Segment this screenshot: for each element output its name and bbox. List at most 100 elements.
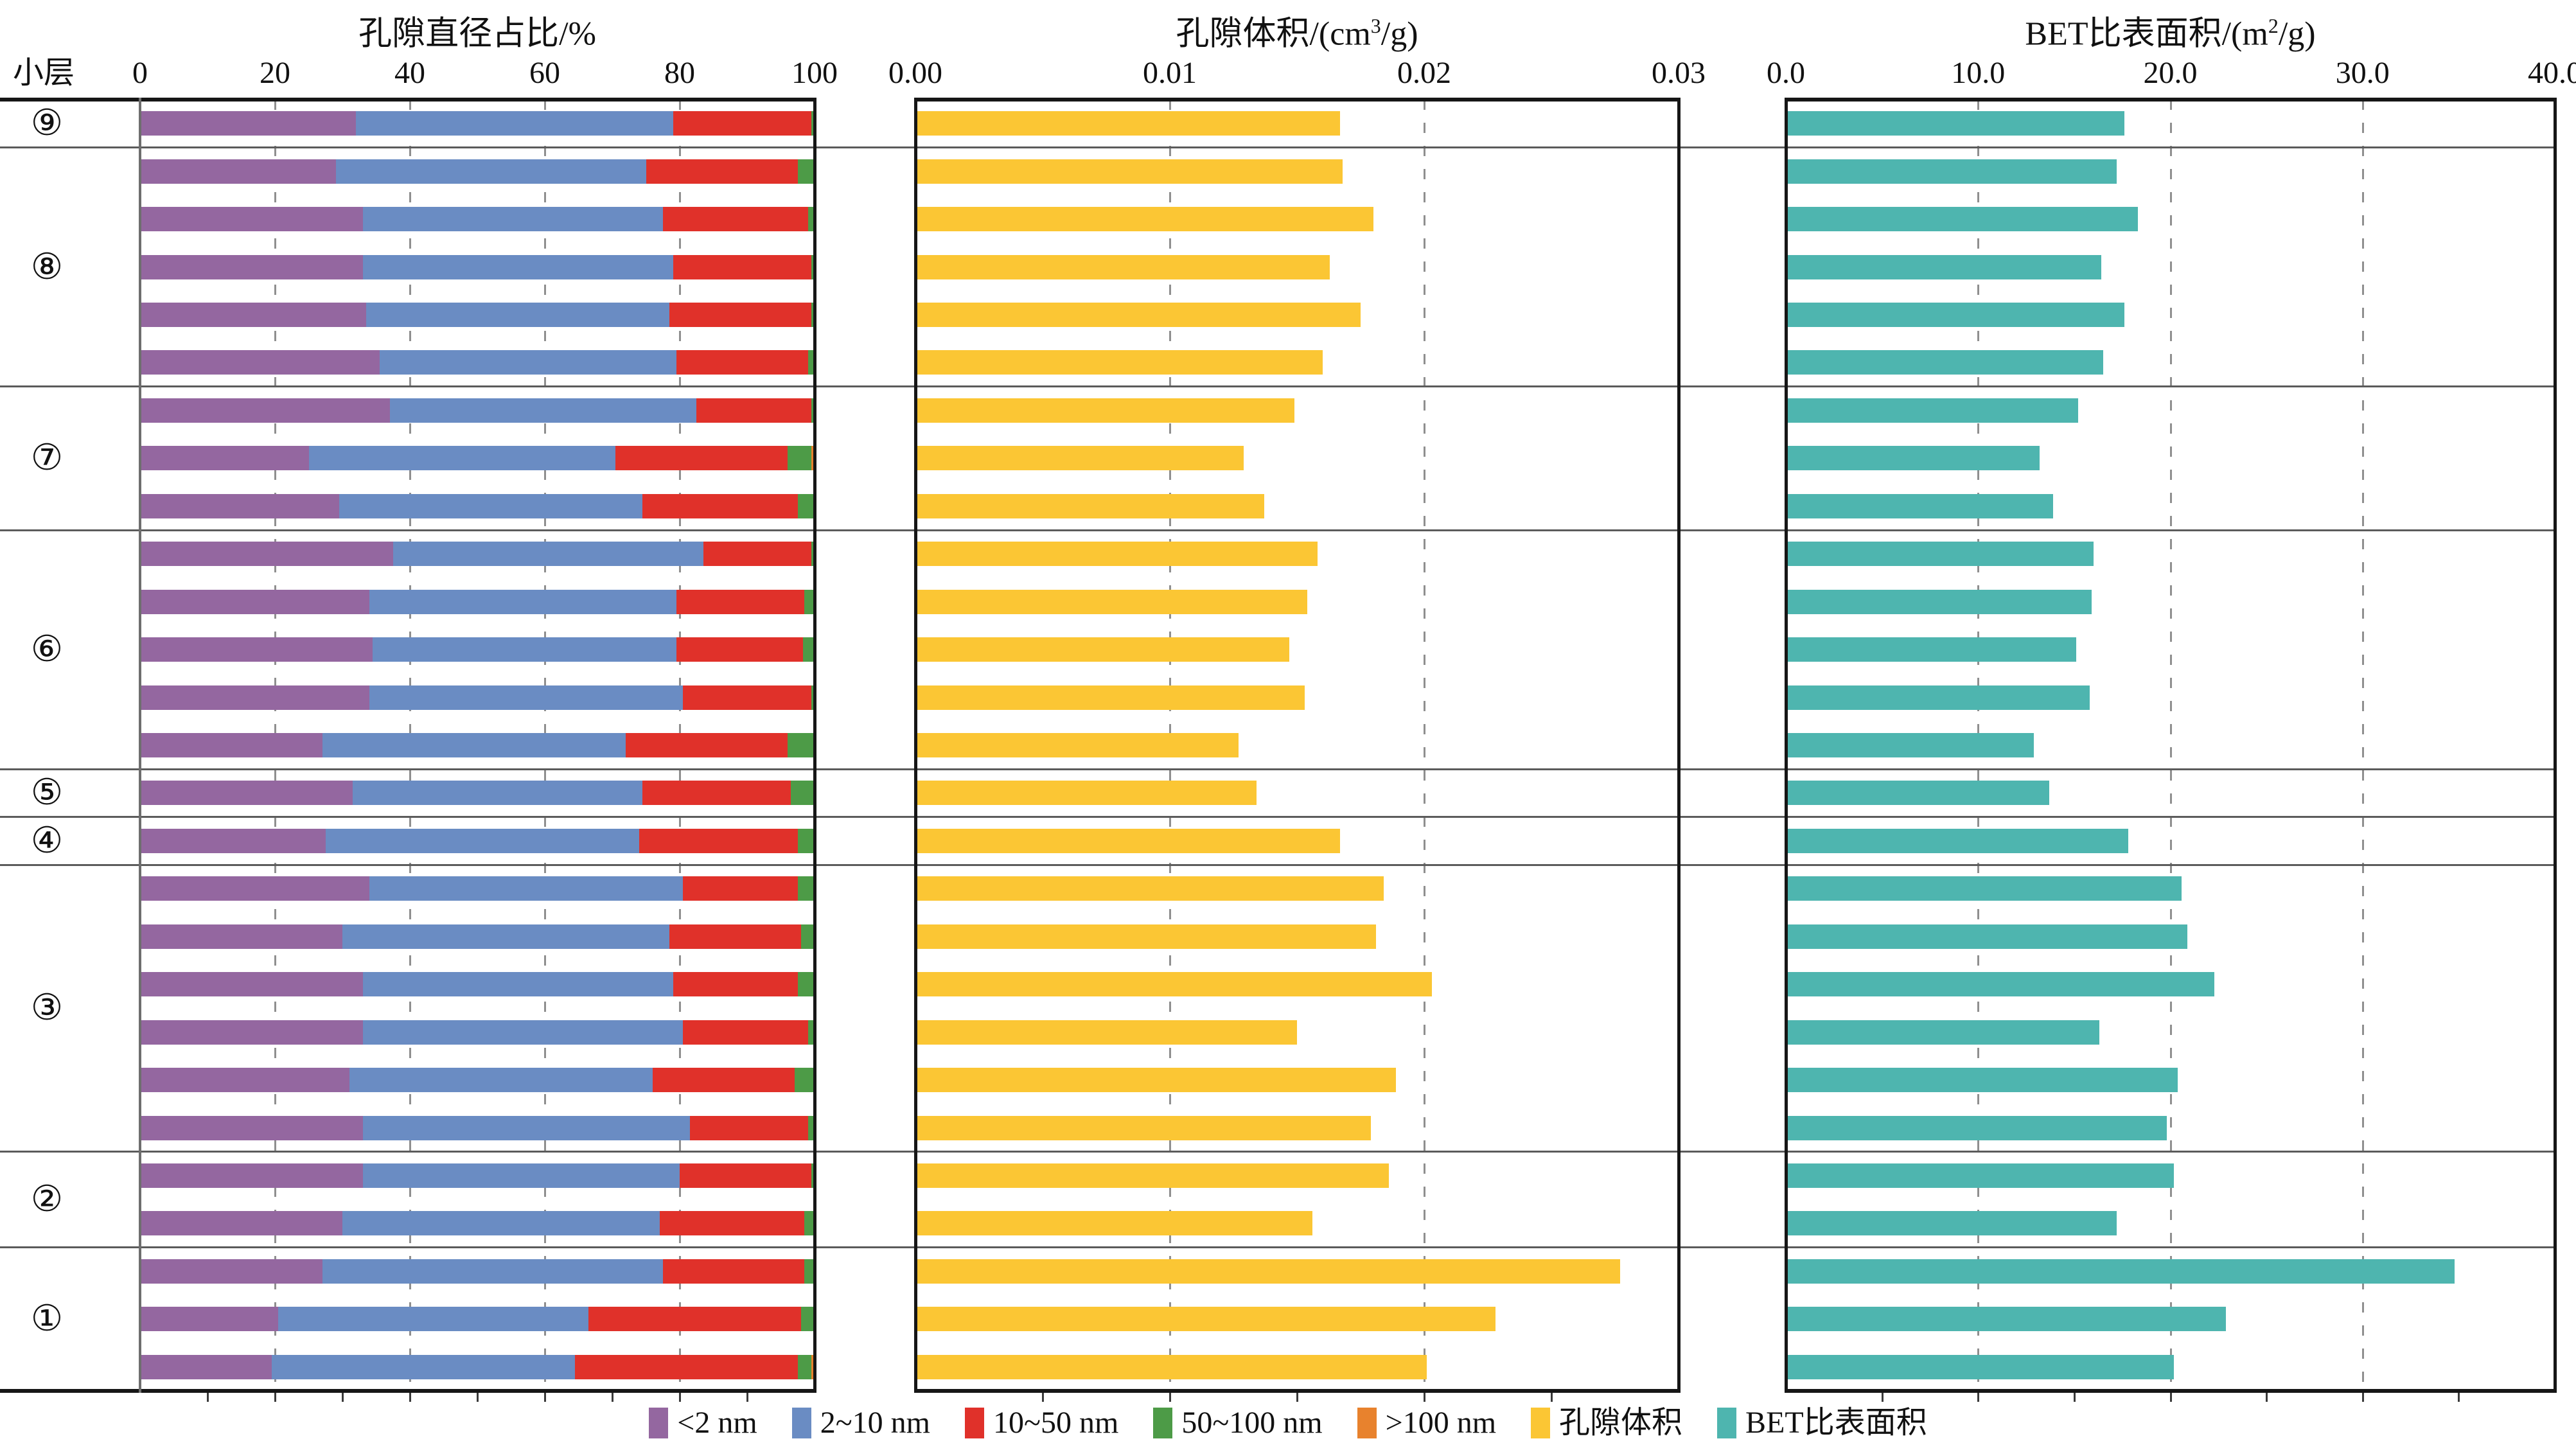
pore-volume-bar	[915, 1259, 1620, 1284]
bet-surface-area-bar	[1786, 1211, 2117, 1236]
segment-lt2nm	[140, 254, 363, 279]
pore-diameter-percent-bottom-tick	[679, 1393, 681, 1402]
segment-lt2nm	[140, 972, 363, 997]
bet-surface-area-bar	[1786, 1115, 2167, 1140]
segment-n2to10	[362, 972, 673, 997]
segment-n10to50	[626, 733, 788, 757]
group-separator-line	[0, 146, 2555, 148]
segment-n50to100	[797, 1354, 811, 1379]
panel3-left-border	[1784, 98, 1788, 1393]
pore-volume-bottom-tick	[1551, 1393, 1553, 1402]
segment-n10to50	[680, 1163, 811, 1188]
panel2-left-border	[913, 98, 917, 1393]
pore-diameter-stacked-bar	[140, 542, 815, 567]
segment-n10to50	[669, 303, 811, 327]
pore-diameter-percent-tick-label: 80	[664, 56, 695, 90]
pore-volume-bar	[915, 446, 1244, 471]
segment-lt2nm	[140, 1259, 322, 1284]
segment-n50to100	[811, 542, 815, 567]
pore-diameter-stacked-bar	[140, 1068, 815, 1093]
bet-surface-area-bar	[1786, 733, 2034, 757]
segment-n2to10	[362, 1163, 680, 1188]
segment-lt2nm	[140, 159, 336, 184]
pore-volume-bar	[915, 589, 1307, 614]
sublayer-group-label: ①	[30, 1298, 64, 1340]
panel1-right-border	[813, 98, 816, 1393]
pore-diameter-stacked-bar	[140, 1354, 815, 1379]
bet-surface-area-bar	[1786, 1259, 2455, 1284]
segment-lt2nm	[140, 111, 356, 136]
segment-n50to100	[797, 876, 815, 901]
bet-surface-area-bar	[1786, 1163, 2175, 1188]
segment-n10to50	[683, 1020, 808, 1045]
pore-volume-bar	[915, 1354, 1427, 1379]
pore-diameter-stacked-bar	[140, 685, 815, 710]
legend-swatch-n2to10	[791, 1408, 811, 1438]
pore-diameter-stacked-bar	[140, 876, 815, 901]
segment-lt2nm	[140, 828, 326, 853]
segment-n50to100	[804, 589, 815, 614]
pore-diameter-percent-tick-label: 40	[394, 56, 425, 90]
bet-surface-area-bottom-tick	[2458, 1393, 2460, 1402]
bet-surface-area-bottom-tick	[1977, 1393, 1980, 1402]
pore-diameter-percent-bottom-tick	[342, 1393, 344, 1402]
pore-diameter-percent-bottom-tick	[746, 1393, 748, 1402]
segment-n10to50	[588, 1307, 801, 1332]
segment-n10to50	[615, 446, 788, 471]
panel-top-border	[1786, 98, 2555, 102]
pore-diameter-stacked-bar	[140, 254, 815, 279]
pore-diameter-stacked-bar	[140, 207, 815, 232]
segment-gt100	[811, 1354, 815, 1379]
segment-n50to100	[811, 1163, 815, 1188]
segment-lt2nm	[140, 493, 339, 518]
segment-n2to10	[369, 685, 684, 710]
pore-diameter-percent-tick-label: 20	[260, 56, 290, 90]
bet-surface-area-bar	[1786, 972, 2215, 997]
segment-n2to10	[366, 303, 670, 327]
pore-volume-bar	[915, 637, 1290, 662]
pore-volume-bar	[915, 1020, 1297, 1045]
bet-surface-area-tick-label: 30.0	[2335, 56, 2390, 90]
segment-n2to10	[278, 1307, 589, 1332]
segment-n50to100	[807, 1115, 815, 1140]
pore-volume-bar	[915, 1068, 1397, 1093]
pore-diameter-percent-title: 孔隙直径占比/%	[358, 5, 596, 52]
legend-swatch-pore_volume	[1531, 1408, 1551, 1438]
segment-lt2nm	[140, 685, 369, 710]
segment-n50to100	[807, 207, 815, 232]
pore-volume-bar	[915, 972, 1432, 997]
pore-diameter-stacked-bar	[140, 493, 815, 518]
group-separator-line	[0, 816, 2555, 818]
segment-n10to50	[683, 685, 811, 710]
segment-n10to50	[689, 1115, 808, 1140]
segment-n2to10	[362, 1115, 690, 1140]
pore-diameter-stacked-bar	[140, 781, 815, 806]
pore-diameter-stacked-bar	[140, 1307, 815, 1332]
pore-volume-bar	[915, 876, 1384, 901]
pore-volume-tick-label: 0.01	[1143, 56, 1197, 90]
panel-top-border	[0, 98, 815, 102]
group-separator-line	[0, 1151, 2555, 1153]
segment-n50to100	[797, 493, 815, 518]
segment-n10to50	[673, 111, 811, 136]
bet-surface-area-bar	[1786, 159, 2117, 184]
sublayer-group-label: ⑤	[30, 772, 64, 814]
bet-surface-area-bar	[1786, 542, 2094, 567]
bet-surface-area-bar	[1786, 876, 2182, 901]
segment-n10to50	[659, 1211, 805, 1236]
segment-lt2nm	[140, 303, 366, 327]
pore-diameter-stacked-bar	[140, 828, 815, 853]
segment-lt2nm	[140, 1354, 272, 1379]
pore-volume-title-text: 孔隙体积/(cm	[1176, 15, 1371, 53]
bet-surface-area-bottom-tick	[2361, 1393, 2364, 1402]
segment-n50to100	[804, 1259, 815, 1284]
pore-volume-bar	[915, 303, 1361, 327]
segment-n10to50	[646, 159, 798, 184]
sublayer-group-label: ⑦	[30, 437, 64, 479]
bet-surface-area-bottom-tick	[2169, 1393, 2172, 1402]
segment-n50to100	[788, 446, 811, 471]
segment-n50to100	[804, 1211, 815, 1236]
pore-diameter-percent-bottom-tick	[409, 1393, 411, 1402]
bet-surface-area-title-text: BET比表面积/(m	[2025, 15, 2268, 53]
pore-volume-gridline	[1424, 100, 1425, 1391]
